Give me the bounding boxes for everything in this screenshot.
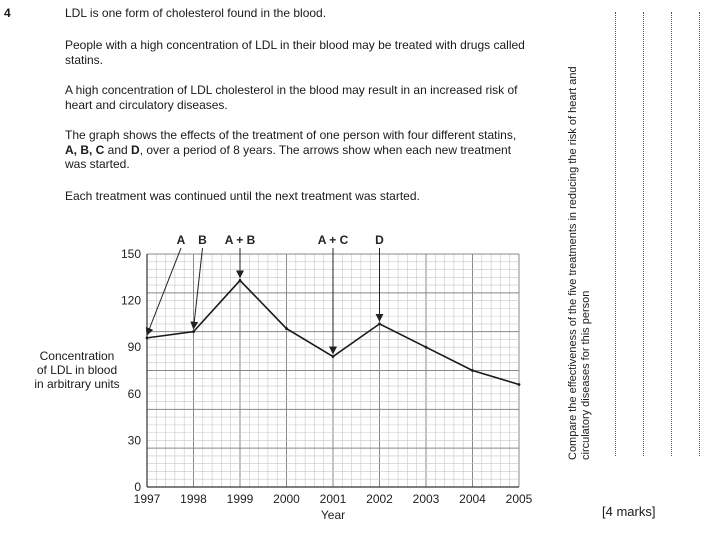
x-tick-label: 2002 xyxy=(366,492,393,506)
graph-description-line-1: The graph shows the effects of the treat… xyxy=(65,128,517,142)
y-tick-label: 90 xyxy=(128,340,142,354)
intro-line: LDL is one form of cholesterol found in … xyxy=(65,6,327,20)
statins-paragraph: People with a high concentration of LDL … xyxy=(65,38,565,67)
treatment-arrow xyxy=(145,247,182,336)
y-tick-label: 60 xyxy=(128,387,142,401)
treatment-label: A + B xyxy=(225,233,256,247)
y-tick-label: 120 xyxy=(121,294,141,308)
data-point xyxy=(192,330,195,334)
y-axis-label-line-1: Concentration xyxy=(39,349,115,363)
task-line-2: circulatory diseases for this person xyxy=(580,290,592,460)
data-point xyxy=(424,345,428,349)
data-point xyxy=(238,279,242,282)
y-axis-label-line-3: in arbitrary units xyxy=(34,377,120,391)
x-tick-label: 2004 xyxy=(459,492,486,506)
answer-line[interactable] xyxy=(699,12,700,456)
x-tick-label: 2005 xyxy=(506,492,533,506)
graph-description-paragraph: The graph shows the effects of the treat… xyxy=(65,128,565,172)
answer-line[interactable] xyxy=(643,12,644,456)
question-number: 4 xyxy=(4,6,11,20)
data-point xyxy=(145,336,149,340)
data-point xyxy=(285,327,288,330)
y-axis-label: Concentration of LDL in blood in arbitra… xyxy=(22,349,132,391)
x-tick-label: 2000 xyxy=(273,492,300,506)
intro-paragraph: LDL is one form of cholesterol found in … xyxy=(65,6,565,21)
treatment-label: A xyxy=(177,233,186,247)
x-tick-label: 1997 xyxy=(134,492,161,506)
risk-line-2: heart and circulatory diseases. xyxy=(65,97,228,112)
data-point xyxy=(378,322,381,326)
statins-line-1: People with a high concentration of LDL … xyxy=(65,38,525,52)
graph-description-rest: , over a period of 8 years. The arrows s… xyxy=(139,142,512,157)
data-point xyxy=(517,383,521,386)
y-tick-label: 30 xyxy=(128,433,142,447)
graph-description-line-2: A, B, C and D, over a period of 8 years.… xyxy=(65,143,565,158)
treatment-label: D xyxy=(375,233,384,247)
x-tick-label: 1998 xyxy=(180,492,207,506)
task-question: Compare the effectiveness of the five tr… xyxy=(567,66,593,460)
and-word: and xyxy=(104,142,132,157)
data-point xyxy=(331,355,335,358)
treatment-label: A + C xyxy=(318,233,349,247)
treatment-arrow xyxy=(190,247,203,330)
answer-line[interactable] xyxy=(671,12,672,456)
risk-line-1: A high concentration of LDL cholesterol … xyxy=(65,83,518,97)
x-axis-label: Year xyxy=(321,508,345,522)
risk-paragraph: A high concentration of LDL cholesterol … xyxy=(65,83,565,112)
answer-line[interactable] xyxy=(615,12,616,456)
statin-d: D xyxy=(131,142,140,157)
y-tick-label: 0 xyxy=(134,480,141,494)
statins-abc: A, B, C xyxy=(65,142,105,157)
data-point xyxy=(471,369,474,372)
continuation-line: Each treatment was continued until the n… xyxy=(65,189,420,203)
task-line-1: Compare the effectiveness of the five tr… xyxy=(567,66,579,460)
treatment-label: B xyxy=(198,233,207,247)
y-tick-label: 150 xyxy=(121,247,141,261)
x-tick-label: 1999 xyxy=(227,492,254,506)
ldl-chart: 0 30 60 90 120 150 1997 1998 1999 2000 2001 2002 200… xyxy=(121,233,533,522)
marks-label: [4 marks] xyxy=(602,504,656,519)
x-tick-label: 2003 xyxy=(413,492,440,506)
continuation-paragraph: Each treatment was continued until the n… xyxy=(65,189,565,204)
y-axis-label-line-2: of LDL in blood xyxy=(36,363,118,377)
graph-description-line-3: was started. xyxy=(65,157,130,171)
x-tick-label: 2001 xyxy=(320,492,347,506)
statins-line-2: statins. xyxy=(65,52,104,67)
